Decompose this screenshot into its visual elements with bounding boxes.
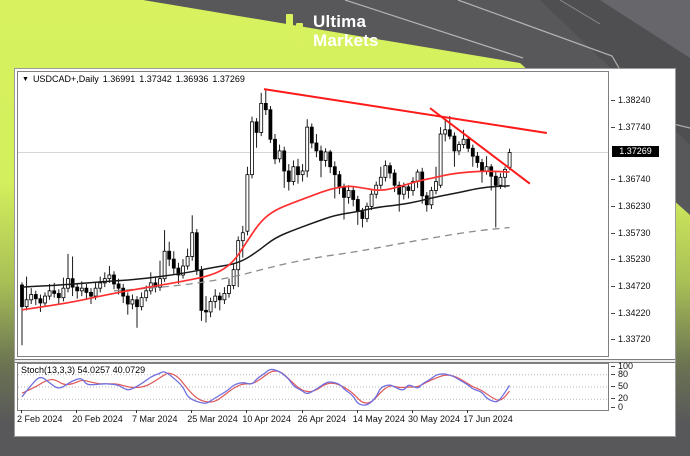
price-label: 1.35230 (618, 254, 651, 265)
date-label: 10 Apr 2024 (242, 414, 291, 424)
panel-splitter[interactable] (15, 359, 675, 363)
date-tick (191, 410, 193, 413)
brand-line2: Markets (313, 31, 379, 50)
stoch-scale-tick (611, 373, 615, 375)
date-tick (246, 410, 248, 413)
date-label: 2 Feb 2024 (17, 414, 63, 424)
symbol-dropdown-icon[interactable]: ▼ (22, 75, 29, 83)
dashed-ma-line (113, 226, 510, 292)
trendline-upper-descending[interactable] (263, 88, 548, 134)
symbol-period-label: USDCAD+,Daily (32, 74, 99, 84)
date-label: 25 Mar 2024 (187, 414, 238, 424)
stoch-scale-tick (611, 386, 615, 387)
date-label: 7 Mar 2024 (132, 414, 178, 424)
price-tick (611, 206, 615, 208)
price-label: 1.36230 (618, 201, 651, 212)
ohlc-open: 1.36991 (102, 74, 136, 84)
date-label: 14 May 2024 (352, 414, 405, 424)
date-tick (76, 410, 78, 413)
stochastic-axis[interactable]: 100 80 50 20 0 (611, 360, 675, 412)
price-tick (611, 179, 615, 181)
date-tick (301, 410, 303, 413)
date-tick (21, 410, 22, 413)
price-tick (611, 100, 615, 102)
ohlc-low: 1.36936 (175, 74, 209, 84)
date-axis[interactable]: 2 Feb 2024 20 Feb 2024 7 Mar 2024 25 Mar 20… (17, 410, 609, 435)
fast-ma-line (21, 170, 510, 311)
date-tick (467, 410, 469, 413)
price-tick (611, 259, 615, 261)
price-tick (611, 126, 615, 128)
chart-window: ▼ USDCAD+,Daily 1.36991 1.37342 1.36936 … (14, 68, 676, 437)
stochastic-plot[interactable]: Stoch(13,3,3) 54.0257 40.0729 (17, 363, 609, 411)
price-label: 1.37740 (618, 121, 651, 132)
date-label: 20 Feb 2024 (72, 414, 123, 424)
price-chart-plot[interactable]: ▼ USDCAD+,Daily 1.36991 1.37342 1.36936 … (17, 71, 609, 357)
price-label: 1.33720 (618, 333, 651, 344)
date-label: 17 Jun 2024 (463, 414, 513, 424)
stoch-main-value: 54.0257 (77, 365, 111, 375)
ohlc-high: 1.37342 (139, 74, 172, 84)
stoch-scale-tick (611, 398, 615, 400)
stoch-scale-label: 20 (618, 393, 629, 404)
date-label: 30 May 2024 (408, 414, 461, 424)
price-axis[interactable]: 1.38240 1.37740 1.36740 1.36230 1.35730 1.352… (611, 71, 675, 357)
stoch-main-line (21, 368, 511, 406)
price-tick (611, 312, 615, 314)
price-label: 1.34720 (618, 281, 651, 292)
brand-name: Ultima Markets (313, 12, 379, 50)
date-label: 26 Apr 2024 (297, 414, 347, 424)
price-tick (611, 286, 615, 288)
stoch-indicator-name: Stoch(13,3,3) (21, 365, 76, 375)
stoch-scale-tick (611, 365, 615, 367)
stoch-scale-label: 0 (618, 401, 624, 412)
price-label: 1.36740 (618, 174, 651, 185)
stoch-signal-value: 40.0729 (112, 365, 146, 375)
chart-title-bar: ▼ USDCAD+,Daily 1.36991 1.37342 1.36936 … (22, 74, 245, 84)
stochastic-label: Stoch(13,3,3) 54.0257 40.0729 (21, 365, 145, 375)
date-tick (412, 410, 413, 413)
date-tick (136, 410, 137, 413)
brand-logo: Ultima Markets (286, 12, 379, 54)
price-label: 1.38240 (618, 95, 651, 106)
slow-ma-line (21, 185, 510, 288)
stoch-scale-tick (611, 406, 615, 408)
brand-line1: Ultima (313, 12, 367, 31)
price-tick (611, 338, 615, 340)
ohlc-close: 1.37269 (212, 74, 245, 84)
price-tick (611, 232, 615, 234)
price-label: 1.35730 (618, 227, 651, 238)
stoch-scale-label: 50 (618, 381, 629, 391)
ultima-markets-logo-icon (286, 14, 304, 54)
stoch-scale-label: 100 (618, 360, 634, 371)
date-tick (356, 410, 358, 413)
trendline-steep-descending[interactable] (429, 107, 531, 185)
current-price-badge: 1.37269 (612, 146, 659, 158)
stoch-scale-label: 80 (618, 368, 629, 379)
price-label: 1.34220 (618, 307, 651, 318)
